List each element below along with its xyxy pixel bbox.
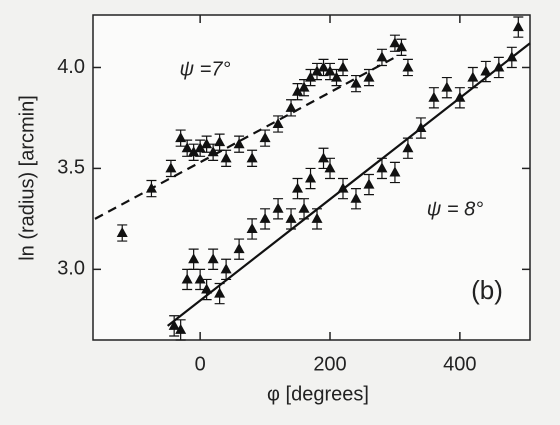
data-point (318, 61, 330, 72)
data-point (311, 212, 323, 223)
data-point (441, 81, 453, 92)
data-point (165, 162, 177, 173)
x-tick-label: 0 (195, 353, 206, 375)
data-point (305, 172, 317, 183)
data-point (233, 138, 245, 149)
data-point (188, 253, 200, 264)
x-tick-label: 200 (313, 353, 346, 375)
data-point (285, 101, 297, 112)
y-tick-label: 4.0 (57, 56, 85, 78)
data-point (214, 136, 226, 147)
data-point (324, 162, 336, 173)
data-point (207, 146, 219, 157)
data-point (220, 152, 232, 163)
data-point (402, 61, 414, 72)
data-point (233, 243, 245, 254)
data-point (246, 152, 258, 163)
data-point (363, 71, 375, 82)
data-point (350, 77, 362, 88)
data-point (116, 227, 128, 238)
data-point (298, 81, 310, 92)
y-tick-label: 3.0 (57, 258, 85, 280)
data-point (506, 51, 518, 62)
data-point (181, 142, 193, 153)
data-point (201, 138, 213, 149)
x-tick-label: 400 (443, 353, 476, 375)
data-point (311, 65, 323, 76)
series-label: ψ = 8° (427, 198, 483, 220)
data-point (292, 85, 304, 96)
data-point (272, 118, 284, 129)
data-point (220, 263, 232, 274)
data-point (376, 51, 388, 62)
data-point (402, 142, 414, 153)
data-point (246, 222, 258, 233)
series-label: ψ =7° (180, 58, 231, 80)
data-point (467, 71, 479, 82)
data-point (428, 91, 440, 102)
data-point (272, 202, 284, 213)
data-point (512, 21, 524, 32)
data-point (324, 65, 336, 76)
data-point (350, 192, 362, 203)
data-point (145, 182, 157, 193)
data-point (292, 182, 304, 193)
data-point (337, 61, 349, 72)
data-point (175, 323, 187, 334)
data-point (298, 202, 310, 213)
data-point (389, 37, 401, 48)
data-point (194, 273, 206, 284)
data-point (181, 273, 193, 284)
data-point (415, 122, 427, 133)
data-point (207, 253, 219, 264)
x-axis-label: φ [degrees] (267, 383, 369, 405)
data-point (201, 283, 213, 294)
y-axis-label: ln (radius) [arcmin] (16, 95, 38, 261)
data-point (168, 319, 180, 330)
data-point (493, 61, 505, 72)
data-point (395, 41, 407, 52)
data-point (363, 178, 375, 189)
fit-line (166, 42, 531, 327)
fit-line (94, 56, 396, 220)
data-point (214, 287, 226, 298)
data-point (389, 166, 401, 177)
y-tick-label: 3.5 (57, 157, 85, 179)
data-point (188, 146, 200, 157)
data-point (318, 152, 330, 163)
data-point (194, 142, 206, 153)
panel-label: (b) (471, 275, 503, 305)
data-point (330, 71, 342, 82)
data-point (337, 182, 349, 193)
data-point (376, 162, 388, 173)
data-point (480, 65, 492, 76)
data-point (454, 91, 466, 102)
data-point (285, 212, 297, 223)
data-point (259, 212, 271, 223)
data-point (259, 132, 271, 143)
